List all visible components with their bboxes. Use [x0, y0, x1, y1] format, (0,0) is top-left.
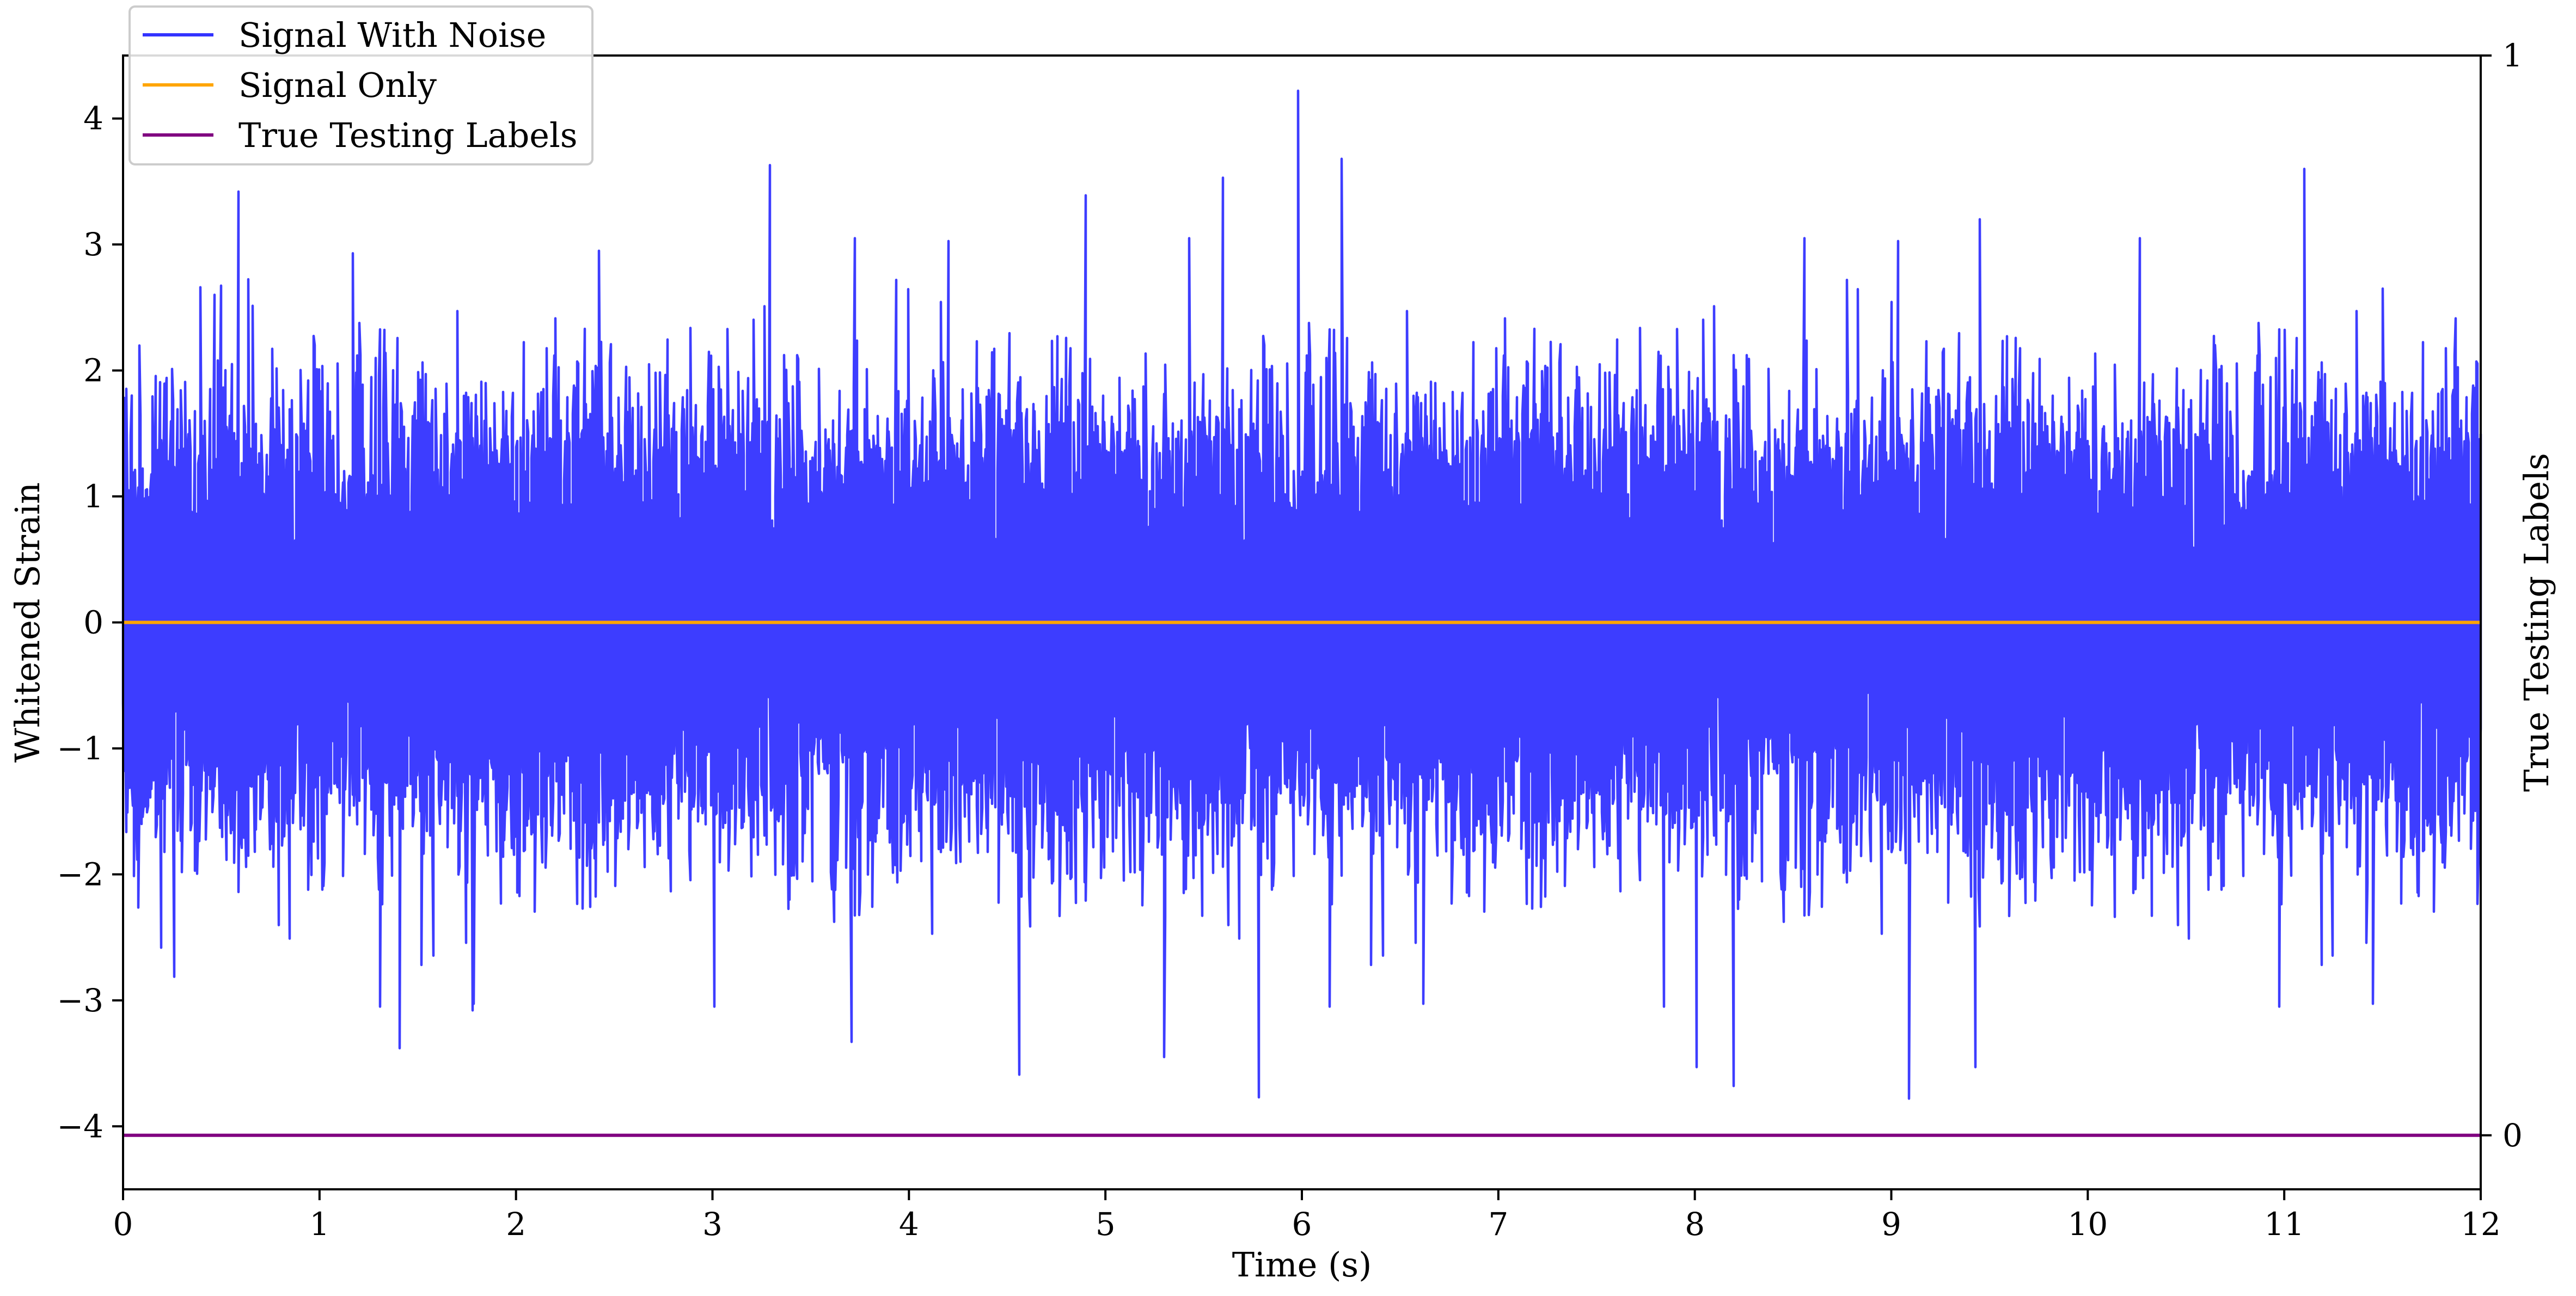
y2-axis-title: True Testing Labels [2517, 453, 2556, 792]
x-tick-label: 3 [702, 1206, 723, 1243]
series-line-signal-with-noise [121, 89, 2482, 1100]
y-tick-label: 2 [83, 352, 103, 389]
x-tick-label: 1 [309, 1206, 329, 1243]
x-tick-label: 7 [1488, 1206, 1508, 1243]
y-axis-title: Whitened Strain [8, 482, 47, 763]
y-tick-label: −1 [57, 730, 104, 767]
plot-area [121, 89, 2482, 1137]
x-tick-label: 5 [1096, 1206, 1116, 1243]
x-tick-label: 10 [2067, 1206, 2108, 1243]
y-tick-label: 0 [83, 604, 103, 641]
y-tick-label: −3 [57, 982, 104, 1019]
y-tick-label: −4 [57, 1108, 104, 1145]
x-tick-label: 12 [2461, 1206, 2501, 1243]
x-tick-label: 2 [506, 1206, 526, 1243]
x-tick-label: 9 [1881, 1206, 1901, 1243]
x-tick-label: 11 [2264, 1206, 2304, 1243]
x-axis-title: Time (s) [1232, 1245, 1372, 1285]
y-tick-label: 1 [83, 478, 103, 515]
legend-label-signal-only: Signal Only [238, 65, 437, 105]
y2-tick-label: 0 [2502, 1117, 2523, 1154]
x-tick-label: 4 [899, 1206, 919, 1243]
x-tick-label: 0 [113, 1206, 133, 1243]
legend: Signal With Noise Signal Only True Testing… [129, 5, 593, 165]
tick-marks [112, 54, 2492, 1200]
y-tick-label: 3 [83, 226, 103, 263]
x-tick-label: 8 [1685, 1206, 1705, 1243]
legend-box [129, 5, 593, 165]
y-tick-label: −2 [57, 856, 104, 893]
y2-tick-label: 1 [2502, 37, 2523, 74]
x-tick-label: 6 [1292, 1206, 1312, 1243]
y-tick-label: 4 [83, 100, 103, 137]
legend-label-true-testing-labels: True Testing Labels [238, 115, 578, 155]
legend-label-signal-with-noise: Signal With Noise [238, 15, 546, 55]
